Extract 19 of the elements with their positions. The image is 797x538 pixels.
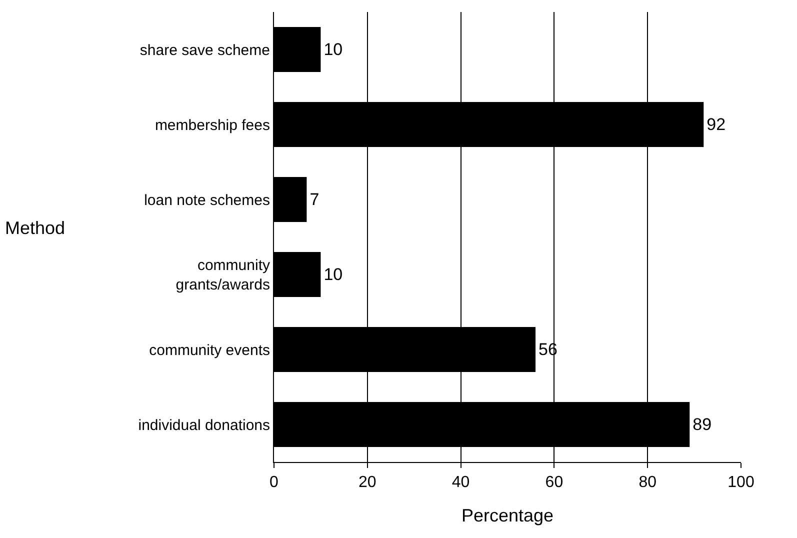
y-tick-label: share save scheme [140, 42, 270, 59]
y-tick-label: loan note schemes [144, 192, 270, 209]
y-tick-label: community events [149, 342, 270, 359]
data-label: 92 [706, 115, 726, 134]
data-label: 10 [324, 40, 343, 59]
x-tick-label: 0 [270, 474, 279, 492]
x-tick-label: 80 [638, 474, 657, 492]
data-label: 89 [692, 415, 712, 434]
x-tick-label: 100 [728, 474, 754, 492]
x-tick-label: 20 [358, 474, 376, 492]
x-tick-label: 40 [452, 474, 470, 492]
data-label: 10 [324, 265, 343, 284]
x-axis-title: Percentage [461, 505, 554, 526]
data-label: 7 [310, 190, 320, 209]
y-tick-label: individual donations [138, 416, 270, 434]
y-tick-label: community grants/awards [176, 257, 270, 294]
x-tick-label: 60 [545, 474, 564, 492]
y-axis-title: Method [5, 218, 66, 238]
y-tick-label: membership fees [154, 116, 270, 134]
